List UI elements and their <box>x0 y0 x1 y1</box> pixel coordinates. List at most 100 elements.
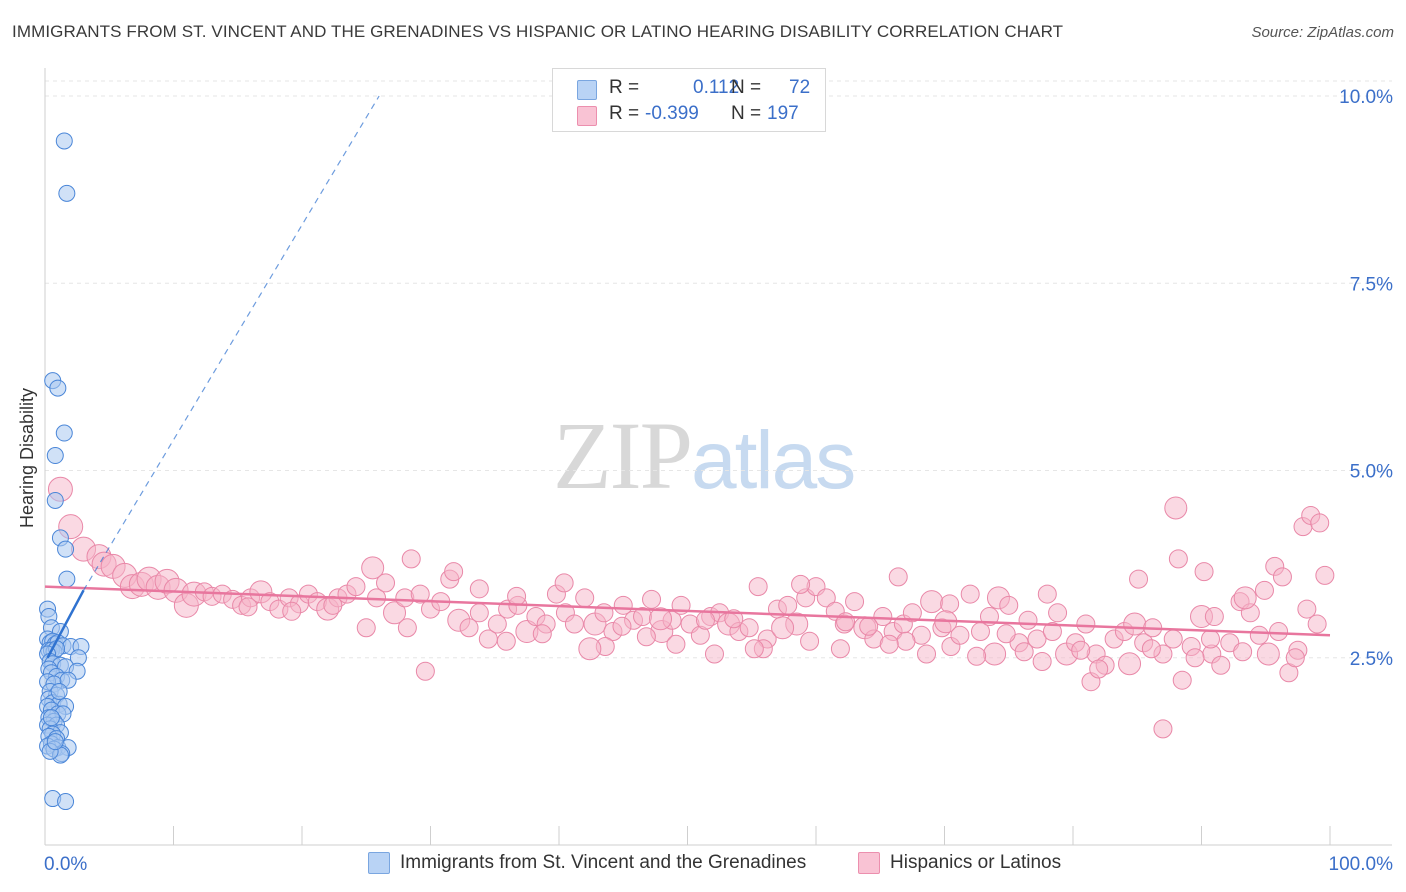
pink-point <box>323 595 343 615</box>
pink-point <box>1163 629 1183 649</box>
legend-n-label: N = <box>731 103 762 124</box>
chart-title: IMMIGRANTS FROM ST. VINCENT AND THE GREN… <box>12 22 1064 41</box>
pink-point <box>873 607 893 627</box>
blue-point <box>46 491 64 509</box>
pink-point <box>1048 603 1068 623</box>
pink-point <box>896 631 916 651</box>
pink-point <box>1071 640 1091 660</box>
pink-trend-line <box>44 585 1331 637</box>
pink-point <box>1164 496 1188 520</box>
pink-point <box>1194 562 1214 582</box>
pink-point <box>940 594 960 614</box>
blue-point <box>49 379 67 397</box>
pink-point <box>361 556 385 580</box>
blue-point <box>46 447 64 465</box>
pink-point <box>564 614 584 634</box>
pink-point <box>1200 629 1220 649</box>
bottom-legend-label-pink: Hispanics or Latinos <box>890 852 1062 873</box>
pink-point <box>748 577 768 597</box>
pink-point <box>704 644 724 664</box>
axis-labels: 2.5% 5.0% 7.5% 10.0% 0.0% 100.0% Hearing Disab… <box>17 87 1393 875</box>
pink-point <box>444 562 464 582</box>
pink-point <box>238 597 258 617</box>
pink-point <box>356 618 376 638</box>
legend-r-label: R = <box>609 103 640 124</box>
blue-point <box>59 671 77 689</box>
pink-point <box>1249 625 1269 645</box>
gridlines <box>45 80 1392 659</box>
pink-point <box>1089 659 1109 679</box>
pink-point <box>778 595 798 615</box>
blue-point <box>50 682 68 700</box>
pink-point <box>920 590 944 614</box>
legend-row-pink: R = -0.399 N = 197 <box>553 101 825 127</box>
pink-point <box>1118 652 1142 676</box>
pink-point <box>554 573 574 593</box>
blue-point <box>55 132 73 150</box>
pink-point <box>744 639 764 659</box>
source-label: Source: ZipAtlas.com <box>1251 24 1394 41</box>
y-tick-label: 7.5% <box>1350 274 1393 295</box>
legend-r-value-blue: 0.112 <box>693 77 740 98</box>
pink-point <box>642 589 662 609</box>
pink-point <box>469 579 489 599</box>
blue-series-points <box>39 132 90 811</box>
pink-point <box>575 588 595 608</box>
correlation-legend: R = 0.112 N = 72 R = -0.399 N = 197 <box>552 68 826 132</box>
pink-point <box>791 574 811 594</box>
pink-point <box>415 661 435 681</box>
watermark-atlas: atlas <box>691 415 856 506</box>
pink-point <box>401 549 421 569</box>
pink-point <box>1014 642 1034 662</box>
pink-point <box>1129 569 1149 589</box>
pink-point <box>666 634 686 654</box>
pink-point <box>1172 670 1192 690</box>
pink-point <box>1310 513 1330 533</box>
legend-r-label: R = <box>609 77 640 98</box>
pink-point <box>917 644 937 664</box>
pink-point <box>950 625 970 645</box>
bottom-legend-swatch-pink <box>858 852 880 874</box>
pink-point <box>1233 642 1253 662</box>
pink-point <box>983 642 1007 666</box>
blue-point <box>55 424 73 442</box>
legend-swatch-pink <box>577 106 597 126</box>
pink-point <box>1211 655 1231 675</box>
pink-point <box>879 634 899 654</box>
y-axis-title: Hearing Disability <box>17 388 37 528</box>
legend-row-blue: R = 0.112 N = 72 <box>553 75 825 101</box>
pink-point <box>649 607 673 631</box>
pink-point <box>1042 622 1062 642</box>
legend-swatch-blue <box>577 80 597 100</box>
pink-point <box>1141 639 1161 659</box>
pink-point <box>1297 599 1317 619</box>
pink-point <box>282 601 302 621</box>
bottom-legend-swatch-blue <box>368 852 390 874</box>
y-tick-label: 10.0% <box>1339 87 1393 108</box>
pink-point <box>1027 629 1047 649</box>
pink-point <box>397 618 417 638</box>
pink-point <box>1307 614 1327 634</box>
pink-point <box>960 584 980 604</box>
pink-point <box>383 601 407 625</box>
legend-n-label: N = <box>731 77 762 98</box>
pink-point <box>888 567 908 587</box>
blue-point <box>58 570 76 588</box>
pink-point <box>1123 612 1147 636</box>
pink-point <box>1233 586 1257 610</box>
pink-point <box>1037 584 1057 604</box>
pink-series-points <box>47 476 1335 739</box>
legend-n-value-pink: 197 <box>767 103 799 124</box>
pink-point <box>967 646 987 666</box>
x-tick-label: 100.0% <box>1329 854 1394 875</box>
watermark: ZIPatlas <box>553 400 856 511</box>
pink-point <box>612 616 632 636</box>
pink-point <box>1168 549 1188 569</box>
pink-point <box>1254 580 1274 600</box>
pink-point <box>487 614 507 634</box>
pink-point <box>496 631 516 651</box>
pink-point <box>459 618 479 638</box>
pink-point <box>845 592 865 612</box>
pink-point <box>1018 610 1038 630</box>
